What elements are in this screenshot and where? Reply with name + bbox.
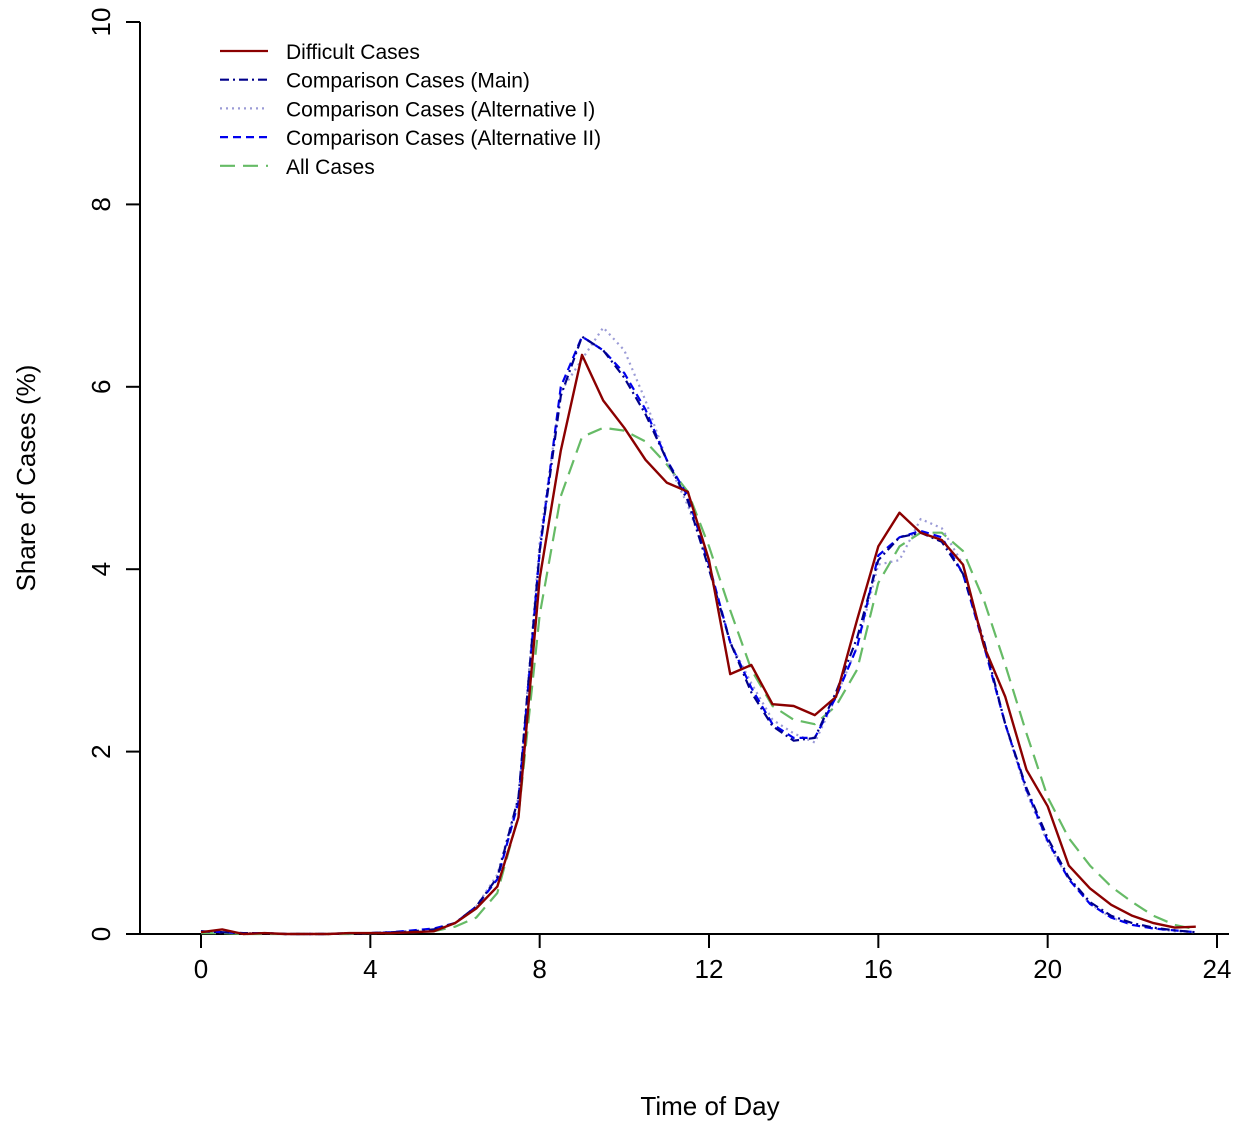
y-tick-label: 0 xyxy=(86,927,116,941)
legend-label: Comparison Cases (Alternative II) xyxy=(286,127,601,150)
series-line-comparison-cases-alternative-ii xyxy=(200,335,1196,936)
series-line-difficult-cases xyxy=(200,353,1196,936)
legend-label: Comparison Cases (Main) xyxy=(286,70,530,93)
x-tick-label: 16 xyxy=(864,954,893,984)
series-line-comparison-cases-alternative-i xyxy=(200,326,1196,936)
x-axis-label: Time of Day xyxy=(640,1091,779,1121)
legend: Difficult Cases Comparison Cases (Main) Co… xyxy=(220,41,601,179)
y-tick-label: 10 xyxy=(86,8,116,37)
x-tick-label: 12 xyxy=(695,954,724,984)
y-tick-label: 4 xyxy=(86,562,116,576)
y-tick-label: 2 xyxy=(86,744,116,758)
x-tick-label: 8 xyxy=(532,954,546,984)
legend-label: Difficult Cases xyxy=(286,41,420,64)
series-line-comparison-cases-main xyxy=(200,335,1196,936)
x-tick-label: 24 xyxy=(1203,954,1232,984)
y-axis-label: Share of Cases (%) xyxy=(11,365,41,592)
x-tick-label: 0 xyxy=(194,954,208,984)
x-tick-label: 20 xyxy=(1033,954,1062,984)
legend-label: All Cases xyxy=(286,156,375,179)
series-layer xyxy=(200,326,1197,936)
y-tick-label: 8 xyxy=(86,197,116,211)
series-line-all-cases xyxy=(201,426,1197,936)
legend-label: Comparison Cases (Alternative I) xyxy=(286,98,595,121)
y-tick-label: 6 xyxy=(86,380,116,394)
x-tick-label: 4 xyxy=(363,954,377,984)
